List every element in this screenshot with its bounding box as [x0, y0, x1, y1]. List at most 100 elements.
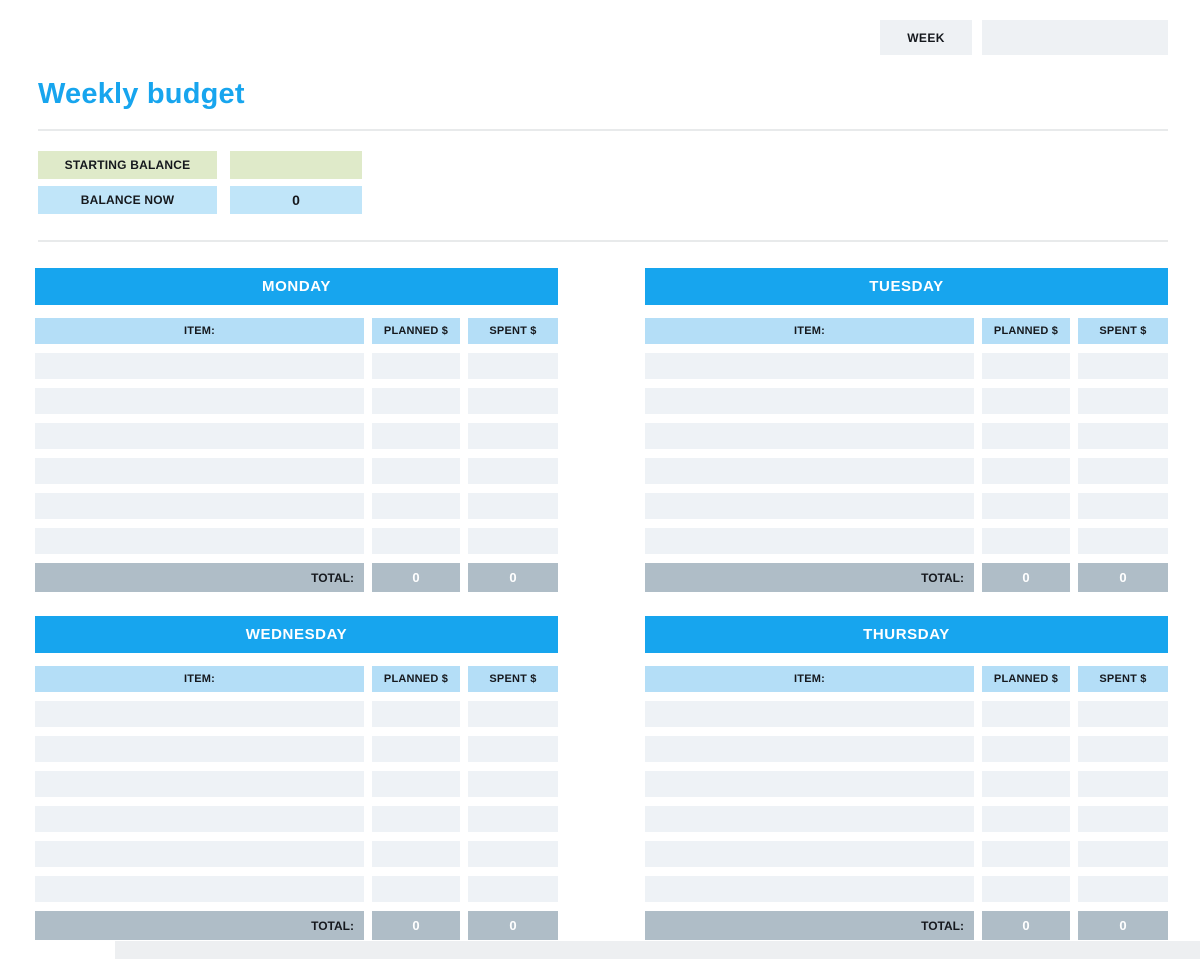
spent-input-cell[interactable] — [1078, 528, 1168, 554]
planned-input-cell[interactable] — [372, 458, 460, 484]
budget-row — [645, 493, 1168, 519]
planned-input-cell[interactable] — [372, 771, 460, 797]
balance-now-row: BALANCE NOW 0 — [38, 186, 362, 214]
horizontal-scrollbar-track[interactable] — [115, 941, 1200, 959]
spent-input-cell[interactable] — [468, 701, 558, 727]
item-input-cell[interactable] — [35, 736, 364, 762]
spent-input-cell[interactable] — [468, 771, 558, 797]
balance-section: STARTING BALANCE BALANCE NOW 0 — [38, 151, 362, 221]
week-label: WEEK — [880, 20, 972, 55]
item-input-cell[interactable] — [645, 876, 974, 902]
spent-input-cell[interactable] — [468, 458, 558, 484]
week-value-field[interactable] — [982, 20, 1168, 55]
item-input-cell[interactable] — [35, 876, 364, 902]
title-divider — [38, 129, 1168, 131]
item-input-cell[interactable] — [645, 736, 974, 762]
planned-input-cell[interactable] — [982, 458, 1070, 484]
planned-input-cell[interactable] — [982, 736, 1070, 762]
spent-input-cell[interactable] — [468, 353, 558, 379]
planned-input-cell[interactable] — [982, 423, 1070, 449]
item-column-header: ITEM: — [645, 318, 974, 344]
budget-row — [35, 528, 558, 554]
day-header: TUESDAY — [645, 268, 1168, 305]
planned-input-cell[interactable] — [982, 771, 1070, 797]
planned-input-cell[interactable] — [372, 388, 460, 414]
week-bar: WEEK — [880, 20, 1168, 55]
planned-input-cell[interactable] — [982, 701, 1070, 727]
spent-input-cell[interactable] — [1078, 353, 1168, 379]
spent-input-cell[interactable] — [468, 528, 558, 554]
budget-row — [645, 876, 1168, 902]
starting-balance-label: STARTING BALANCE — [38, 151, 217, 179]
planned-input-cell[interactable] — [372, 876, 460, 902]
day-table: WEDNESDAY ITEM: PLANNED $ SPENT $ TOTAL:… — [35, 616, 558, 940]
planned-input-cell[interactable] — [372, 841, 460, 867]
item-input-cell[interactable] — [35, 771, 364, 797]
item-input-cell[interactable] — [35, 806, 364, 832]
item-input-cell[interactable] — [645, 388, 974, 414]
budget-row — [645, 841, 1168, 867]
spent-input-cell[interactable] — [1078, 423, 1168, 449]
day-table: THURSDAY ITEM: PLANNED $ SPENT $ TOTAL: … — [645, 616, 1168, 940]
planned-input-cell[interactable] — [372, 493, 460, 519]
item-input-cell[interactable] — [35, 353, 364, 379]
planned-input-cell[interactable] — [982, 806, 1070, 832]
item-input-cell[interactable] — [645, 353, 974, 379]
spent-input-cell[interactable] — [1078, 876, 1168, 902]
spent-input-cell[interactable] — [468, 493, 558, 519]
spent-input-cell[interactable] — [1078, 806, 1168, 832]
planned-input-cell[interactable] — [372, 528, 460, 554]
planned-input-cell[interactable] — [372, 701, 460, 727]
item-input-cell[interactable] — [645, 841, 974, 867]
total-row: TOTAL: 0 0 — [35, 563, 558, 592]
item-input-cell[interactable] — [35, 841, 364, 867]
budget-rows — [645, 701, 1168, 902]
spent-input-cell[interactable] — [1078, 388, 1168, 414]
item-input-cell[interactable] — [645, 493, 974, 519]
planned-input-cell[interactable] — [982, 528, 1070, 554]
planned-input-cell[interactable] — [982, 388, 1070, 414]
spent-total-cell: 0 — [468, 563, 558, 592]
item-input-cell[interactable] — [645, 423, 974, 449]
item-input-cell[interactable] — [35, 701, 364, 727]
planned-input-cell[interactable] — [982, 876, 1070, 902]
spent-input-cell[interactable] — [1078, 701, 1168, 727]
spent-input-cell[interactable] — [1078, 493, 1168, 519]
planned-total-cell: 0 — [372, 563, 460, 592]
planned-input-cell[interactable] — [372, 806, 460, 832]
budget-row — [645, 771, 1168, 797]
spent-input-cell[interactable] — [468, 876, 558, 902]
starting-balance-value-cell[interactable] — [230, 151, 362, 179]
spent-input-cell[interactable] — [468, 423, 558, 449]
item-input-cell[interactable] — [645, 806, 974, 832]
item-input-cell[interactable] — [35, 458, 364, 484]
item-input-cell[interactable] — [645, 458, 974, 484]
item-input-cell[interactable] — [35, 528, 364, 554]
spent-input-cell[interactable] — [1078, 736, 1168, 762]
planned-input-cell[interactable] — [982, 493, 1070, 519]
planned-input-cell[interactable] — [982, 353, 1070, 379]
spent-input-cell[interactable] — [468, 841, 558, 867]
item-input-cell[interactable] — [35, 493, 364, 519]
planned-total-cell: 0 — [982, 911, 1070, 940]
spent-input-cell[interactable] — [1078, 771, 1168, 797]
budget-row — [35, 771, 558, 797]
spent-input-cell[interactable] — [1078, 458, 1168, 484]
planned-input-cell[interactable] — [372, 736, 460, 762]
item-input-cell[interactable] — [645, 528, 974, 554]
item-input-cell[interactable] — [35, 423, 364, 449]
spent-input-cell[interactable] — [468, 736, 558, 762]
spent-input-cell[interactable] — [468, 806, 558, 832]
budget-row — [35, 423, 558, 449]
planned-input-cell[interactable] — [372, 423, 460, 449]
budget-row — [645, 458, 1168, 484]
spent-input-cell[interactable] — [468, 388, 558, 414]
item-input-cell[interactable] — [645, 771, 974, 797]
budget-row — [35, 841, 558, 867]
item-input-cell[interactable] — [645, 701, 974, 727]
spent-input-cell[interactable] — [1078, 841, 1168, 867]
planned-input-cell[interactable] — [372, 353, 460, 379]
item-input-cell[interactable] — [35, 388, 364, 414]
balance-now-value-cell: 0 — [230, 186, 362, 214]
planned-input-cell[interactable] — [982, 841, 1070, 867]
